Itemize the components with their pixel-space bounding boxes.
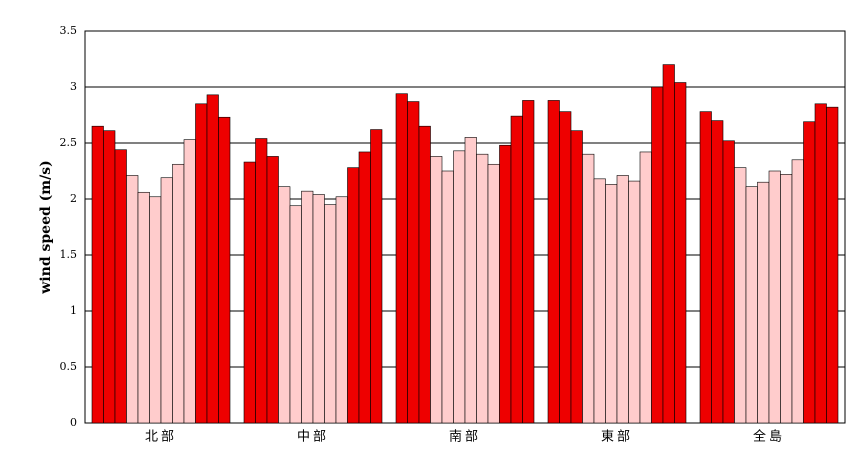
bar <box>559 111 572 424</box>
bar <box>757 181 770 424</box>
bar <box>335 196 348 424</box>
bar <box>547 100 560 424</box>
y-tick-label: 1.5 <box>60 248 78 261</box>
bar <box>745 186 758 424</box>
bar <box>172 163 185 424</box>
y-tick-label: 2 <box>70 192 77 205</box>
bar <box>768 170 781 424</box>
bar <box>266 156 279 424</box>
bar <box>453 150 466 424</box>
bar <box>103 130 116 424</box>
bar <box>358 151 371 424</box>
bar <box>243 161 256 424</box>
bar <box>803 121 816 424</box>
bar <box>522 100 535 424</box>
bar <box>289 205 302 424</box>
bar <box>370 129 383 424</box>
bar <box>278 186 291 424</box>
bar <box>206 94 219 424</box>
bar <box>699 111 712 424</box>
bar <box>662 64 675 424</box>
bar <box>126 175 139 424</box>
bar <box>826 106 839 424</box>
bar <box>430 156 443 424</box>
bar <box>780 174 793 424</box>
bar <box>301 190 314 424</box>
y-tick-label: 2.5 <box>60 136 78 149</box>
bar <box>814 103 827 424</box>
bar <box>605 184 618 424</box>
y-axis-label: wind speed (m/s) <box>38 160 54 294</box>
bar <box>499 144 512 424</box>
bar <box>137 191 150 424</box>
bar <box>791 159 804 424</box>
bar <box>418 125 431 424</box>
bar <box>722 140 735 424</box>
bar <box>324 204 337 424</box>
bar <box>582 153 595 424</box>
bar <box>441 170 454 424</box>
bar <box>91 125 104 424</box>
bar <box>711 120 724 424</box>
bar <box>734 167 747 424</box>
bar <box>464 137 477 424</box>
bar <box>616 175 629 424</box>
bar <box>407 101 420 424</box>
bar <box>255 138 268 424</box>
bar <box>651 86 664 424</box>
y-tick-label: 0 <box>70 416 77 429</box>
y-tick-label: 1 <box>70 304 77 317</box>
bar <box>570 130 583 424</box>
y-tick-label: 0.5 <box>60 360 78 373</box>
bar <box>149 196 162 424</box>
bar <box>160 177 173 424</box>
bar <box>487 163 500 424</box>
x-tick-label: 全島 <box>753 429 785 445</box>
bar <box>114 149 127 424</box>
bar <box>395 93 408 424</box>
bar <box>218 116 231 424</box>
x-tick-label: 中部 <box>297 430 329 445</box>
bar <box>195 103 208 424</box>
y-tick-label: 3.5 <box>60 24 78 37</box>
bar <box>183 139 196 424</box>
bar <box>312 194 325 424</box>
bar <box>476 153 489 424</box>
y-tick-label: 3 <box>70 80 77 93</box>
bar <box>628 180 641 424</box>
x-tick-label: 北部 <box>145 430 177 445</box>
bar <box>639 151 652 424</box>
bar <box>510 115 523 424</box>
bar <box>593 178 606 424</box>
x-tick-label: 南部 <box>449 429 481 445</box>
bar <box>674 82 687 424</box>
bar <box>347 167 360 424</box>
x-tick-label: 東部 <box>601 429 633 445</box>
